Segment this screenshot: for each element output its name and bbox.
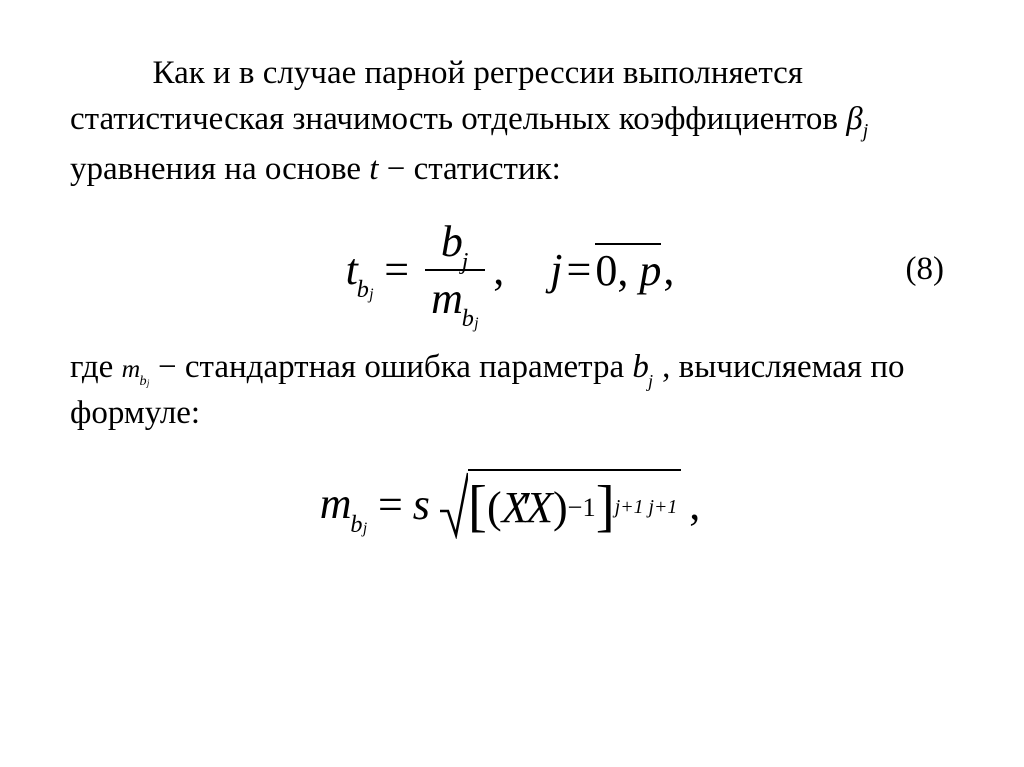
f1-numerator: bj bbox=[425, 216, 485, 271]
beta-symbol: β bbox=[846, 101, 862, 137]
f1-den-j: j bbox=[474, 315, 478, 332]
f1-num-b: b bbox=[441, 217, 463, 266]
p2-dash: − bbox=[150, 349, 185, 385]
f2-rparen: ) bbox=[553, 482, 568, 533]
f2-m-sub-j: j bbox=[363, 520, 367, 537]
radical-icon bbox=[438, 469, 468, 539]
formula-2-body: mbj = s [(X′X)−1]j+1 j+1 , bbox=[320, 469, 704, 539]
slide: Как и в случае парной регрессии выполняе… bbox=[0, 0, 1024, 767]
f1-rangep: p bbox=[639, 246, 661, 295]
f1-fraction: bj mbj bbox=[425, 216, 485, 324]
f1-eq2: = bbox=[567, 244, 592, 295]
f1-jrange: j = 0, p, bbox=[550, 243, 678, 296]
formula-2: mbj = s [(X′X)−1]j+1 j+1 , bbox=[70, 454, 954, 554]
p1-minus: − bbox=[378, 151, 413, 187]
f1-jvar: j bbox=[550, 244, 562, 295]
f2-subidx: j+1 j+1 bbox=[615, 496, 677, 519]
f1-comma2: , bbox=[663, 244, 674, 295]
f1-eq: = bbox=[384, 244, 409, 295]
equation-number: (8) bbox=[906, 251, 944, 288]
f2-s: s bbox=[413, 479, 430, 530]
f2-inv: −1 bbox=[568, 492, 596, 523]
p2-m: m bbox=[122, 354, 141, 383]
f1-rangecomma: , bbox=[617, 246, 639, 295]
f1-t-sub-j: j bbox=[369, 286, 373, 303]
f2-m-sub-b: b bbox=[350, 511, 362, 538]
p1-text-3: статистик: bbox=[414, 151, 561, 187]
f1-range0: 0 bbox=[595, 246, 617, 295]
paragraph-2: где mbj − стандартная ошибка параметра b… bbox=[70, 344, 954, 436]
f2-eq: = bbox=[378, 479, 403, 530]
formula-1-body: tbj = bj mbj , j = 0, p, bbox=[346, 216, 679, 324]
f1-denominator: mbj bbox=[425, 271, 485, 324]
f2-m: m bbox=[320, 479, 352, 528]
f2-radicand: [(X′X)−1]j+1 j+1 bbox=[468, 469, 681, 539]
f2-X2: X bbox=[526, 482, 553, 533]
f2-lparen: ( bbox=[487, 482, 502, 533]
f2-sqrt: [(X′X)−1]j+1 j+1 bbox=[438, 469, 681, 539]
f1-lhs: tbj bbox=[346, 248, 375, 292]
p2-b-sub-j: j bbox=[648, 371, 653, 391]
p2-bj: bj bbox=[632, 351, 654, 384]
p1-text-1: Как и в случае парной регрессии выполняе… bbox=[70, 55, 846, 137]
f1-den-m: m bbox=[431, 274, 463, 323]
p2-m-sub-j: j bbox=[147, 378, 150, 388]
f1-comma1: , bbox=[493, 244, 504, 295]
f1-den-b: b bbox=[462, 305, 474, 332]
beta-sub: j bbox=[863, 120, 869, 142]
p2-text-1: где bbox=[70, 349, 122, 385]
p2-m-sub-b: b bbox=[139, 373, 146, 389]
f2-lhs: mbj bbox=[320, 482, 368, 526]
p2-text-2: стандартная ошибка параметра bbox=[185, 349, 632, 385]
p2-mbj: mbj bbox=[122, 356, 150, 382]
f1-overline: 0, p bbox=[595, 243, 661, 296]
paragraph-1: Как и в случае парной регрессии выполняе… bbox=[70, 50, 954, 192]
f2-lbrack: [ bbox=[468, 487, 487, 527]
f2-comma: , bbox=[689, 479, 700, 530]
formula-1: tbj = bj mbj , j = 0, p, bbox=[70, 210, 954, 330]
f2-rbrack: ] bbox=[596, 487, 615, 527]
p1-text-2: уравнения на основе bbox=[70, 151, 369, 187]
f1-t-sub-b: b bbox=[357, 276, 369, 303]
p2-b: b bbox=[632, 349, 649, 385]
f1-num-j: j bbox=[462, 248, 469, 275]
